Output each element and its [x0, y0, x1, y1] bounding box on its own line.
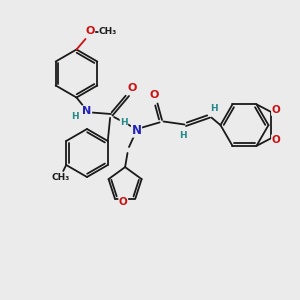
Text: O: O: [150, 90, 159, 100]
Text: O: O: [127, 82, 137, 93]
Text: O: O: [272, 135, 280, 145]
Text: O: O: [85, 26, 95, 37]
Text: N: N: [82, 106, 91, 116]
Text: O: O: [272, 105, 280, 115]
Text: H: H: [210, 103, 218, 112]
Text: H: H: [179, 131, 187, 140]
Text: O: O: [119, 196, 128, 207]
Text: CH₃: CH₃: [99, 27, 117, 36]
Text: H: H: [71, 112, 79, 121]
Text: H: H: [120, 118, 128, 127]
Text: N: N: [131, 124, 142, 137]
Text: CH₃: CH₃: [51, 172, 69, 182]
